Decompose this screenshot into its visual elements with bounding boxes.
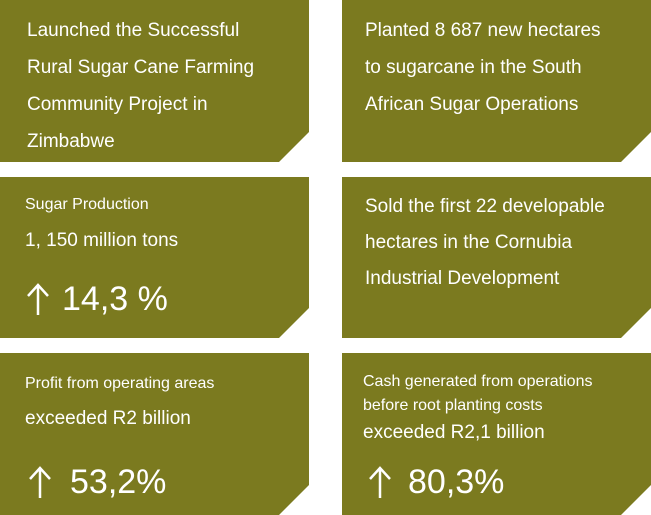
tile-text: Zimbabwe <box>27 131 115 152</box>
tile-label: Cash generated from operations <box>363 373 593 390</box>
tile: Cash generated from operations before ro… <box>342 353 651 515</box>
tile-label: Profit from operating areas <box>25 375 215 392</box>
tile-change: 80,3% <box>408 463 505 501</box>
up-arrow <box>28 466 52 500</box>
tile-change: 53,2% <box>70 463 167 501</box>
tile-change: 14,3 % <box>62 280 168 318</box>
tile-text: African Sugar Operations <box>365 94 579 115</box>
up-arrow <box>26 283 50 317</box>
tile-label: before root planting costs <box>363 397 543 414</box>
tile-label: Sugar Production <box>25 196 149 213</box>
up-arrow <box>368 466 392 500</box>
tile-text: hectares in the Cornubia <box>365 232 573 253</box>
tile-text: Industrial Development <box>365 268 560 289</box>
tile-text: Planted 8 687 new hectares <box>365 20 601 41</box>
tile-text: Community Project in <box>27 94 208 115</box>
tile: Planted 8 687 new hectares to sugarcane … <box>342 0 651 162</box>
tile: Sugar Production 1, 150 million tons 14,… <box>0 177 309 338</box>
tile-text: Launched the Successful <box>27 20 240 41</box>
tile-text: to sugarcane in the South <box>365 57 582 78</box>
tile: Launched the Successful Rural Sugar Cane… <box>0 0 309 162</box>
tile-text: Rural Sugar Cane Farming <box>27 57 255 78</box>
tile-headline: exceeded R2,1 billion <box>363 422 545 443</box>
tile: Profit from operating areas exceeded R2 … <box>0 353 309 515</box>
tile-headline: 1, 150 million tons <box>25 230 179 251</box>
tile-text: Sold the first 22 developable <box>365 196 605 217</box>
tile-headline: exceeded R2 billion <box>25 408 191 429</box>
tile: Sold the first 22 developable hectares i… <box>342 177 651 338</box>
